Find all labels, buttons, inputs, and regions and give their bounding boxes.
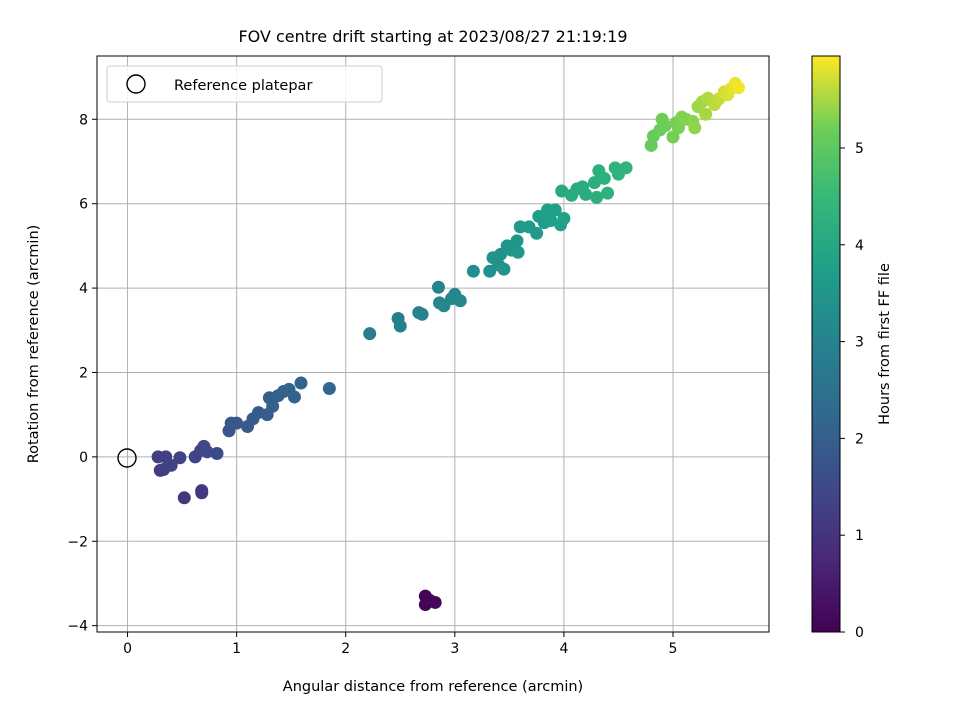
chart-title: FOV centre drift starting at 2023/08/27 … [238, 27, 627, 46]
data-point [731, 81, 745, 95]
colorbar-ticks: 0 1 2 3 4 5 [840, 141, 864, 641]
colorbar-label: Hours from first FF file [877, 263, 893, 425]
data-point [619, 161, 633, 175]
data-point [557, 211, 571, 225]
data-point [555, 184, 569, 198]
data-point [688, 121, 702, 135]
x-tick-label: 0 [123, 641, 132, 657]
data-point [671, 121, 685, 135]
x-tick-label: 2 [341, 641, 350, 657]
x-tick-label: 1 [232, 641, 241, 657]
colorbar-tick-label: 2 [855, 431, 864, 447]
x-tick-label: 5 [669, 641, 678, 657]
colorbar: 0 1 2 3 4 5 Hours from first FF file [811, 55, 893, 641]
legend-label: Reference platepar [174, 78, 312, 94]
y-tick-label: −4 [67, 619, 88, 635]
colorbar-tick-label: 4 [855, 238, 864, 254]
y-tick-label: 8 [79, 112, 88, 128]
x-tick-label: 4 [559, 641, 568, 657]
data-point [530, 226, 544, 240]
data-point [287, 390, 301, 404]
data-point [164, 458, 178, 472]
colorbar-gradient [811, 55, 841, 633]
data-point [294, 376, 308, 390]
data-points [151, 76, 745, 612]
legend-marker [126, 74, 146, 94]
y-axis-ticks: −4 −2 0 2 4 6 8 [67, 112, 97, 635]
colorbar-tick-label: 5 [855, 141, 864, 157]
data-point [363, 327, 377, 341]
data-point [601, 186, 615, 200]
data-point [322, 382, 336, 396]
data-point [393, 319, 407, 333]
reference-platepar-marker [117, 448, 137, 468]
colorbar-tick-label: 0 [855, 625, 864, 641]
data-point [177, 491, 191, 505]
y-tick-label: 2 [79, 365, 88, 381]
y-tick-label: 4 [79, 281, 88, 297]
y-tick-label: 0 [79, 450, 88, 466]
y-axis-label: Rotation from reference (arcmin) [26, 225, 42, 464]
data-point [428, 595, 442, 609]
data-point [266, 399, 280, 413]
data-point [548, 203, 562, 217]
x-axis-label: Angular distance from reference (arcmin) [283, 679, 583, 695]
plot-frame [96, 55, 770, 633]
x-tick-label: 3 [450, 641, 459, 657]
data-point [415, 307, 429, 321]
data-point [587, 176, 601, 190]
data-point [431, 280, 445, 294]
data-point [590, 190, 604, 204]
data-point [579, 187, 593, 201]
data-point [230, 416, 244, 430]
data-point [511, 245, 525, 259]
data-point [597, 171, 611, 185]
y-tick-label: −2 [67, 534, 88, 550]
data-point [699, 107, 713, 121]
x-axis-ticks: 0 1 2 3 4 5 [123, 632, 677, 657]
data-point [544, 214, 558, 228]
data-point [497, 262, 511, 276]
data-point [453, 294, 467, 308]
legend-box [106, 65, 383, 103]
data-point [466, 264, 480, 278]
data-point [200, 445, 214, 459]
grid-lines [97, 56, 769, 632]
data-point [173, 451, 187, 465]
data-point [510, 234, 524, 248]
colorbar-tick-label: 1 [855, 528, 864, 544]
data-point [210, 447, 224, 461]
colorbar-tick-label: 3 [855, 335, 864, 351]
legend: Reference platepar [106, 65, 383, 103]
data-point [658, 119, 672, 133]
y-tick-label: 6 [79, 197, 88, 213]
data-point [195, 486, 209, 500]
